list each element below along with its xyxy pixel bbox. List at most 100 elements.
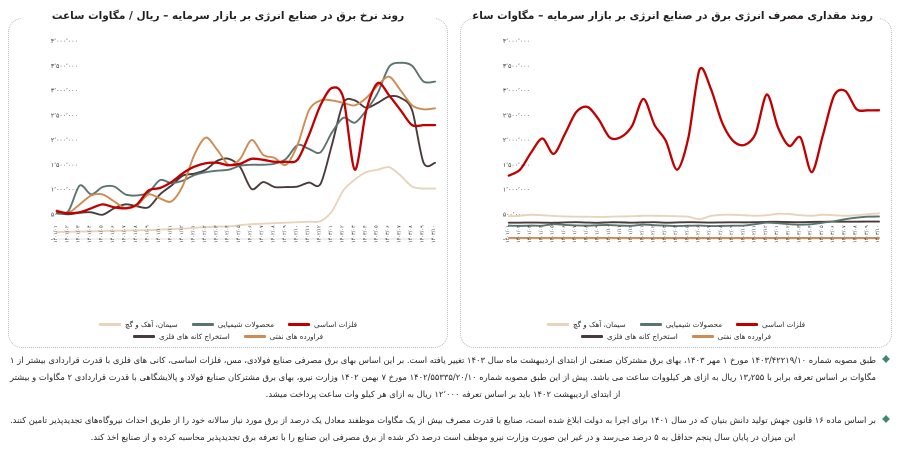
x-axis-tick: ۱۴۰۲/۱۱ <box>752 225 758 243</box>
x-axis-tick-label: ۱۴۰۱/۰۸ <box>583 225 589 243</box>
x-axis-tick: ۱۴۰۲/۰۸ <box>718 225 724 243</box>
legend-item[interactable]: فلزات اساسی <box>736 320 805 329</box>
x-axis-tick-label: ۱۴۰۱/۰۵ <box>99 225 105 243</box>
legend-row: فلزات اساسی محصولات شیمیایی سیمان، آهک و گ… <box>546 320 805 329</box>
x-axis-tick-label: ۱۴۰۲/۰۷ <box>707 225 713 243</box>
legend-swatch <box>546 323 569 326</box>
x-axis-tick: ۱۴۰۲/۰۸ <box>271 225 277 243</box>
x-axis-tick-label: ۱۴۰۱/۰۶ <box>561 225 567 243</box>
x-axis-tick: ۱۴۰۲/۰۳ <box>662 225 668 243</box>
x-axis-tick-label: ۱۴۰۳/۱۰ <box>431 225 437 243</box>
legend-swatch <box>736 323 758 326</box>
x-axis-tick: ۱۴۰۳/۰۸ <box>853 225 859 243</box>
legend-swatch <box>288 323 310 326</box>
x-axis-tick-label: ۱۴۰۳/۰۲ <box>785 225 791 243</box>
plot-svg-price: - ۵۰۰٬۰۰۰ ۱٬۰۰۰٬۰۰۰ ۱٬۵۰۰٬۰۰۰ ۲٬۰۰۰٬۰۰۰ ۲٬۵۰۰… <box>51 38 437 243</box>
x-axis-tick-label: ۱۴۰۱/۱۰ <box>606 225 612 243</box>
diamond-bullet-icon <box>882 415 890 423</box>
legend-item[interactable]: سیمان، آهک و گچ <box>546 320 626 329</box>
x-axis-tick: ۱۴۰۱/۰۵ <box>550 225 556 243</box>
chart-legend-price: فلزات اساسی محصولات شیمیایی سیمان، آهک و گ… <box>19 320 437 341</box>
x-axis-tick-label: ۱۴۰۱/۱۲ <box>628 225 634 243</box>
x-axis-tick: ۱۴۰۳/۰۵ <box>374 225 380 243</box>
x-axis-tick: ۱۴۰۲/۰۵ <box>236 225 242 243</box>
x-axis-tick-label: ۱۴۰۱/۰۳ <box>527 225 533 243</box>
x-axis-tick: ۱۴۰۳/۰۱ <box>774 225 780 243</box>
x-axis-tick: ۱۴۰۱/۰۱ <box>505 225 511 243</box>
y-axis-tick-label: ۲٬۵۰۰٬۰۰۰ <box>51 112 78 119</box>
x-axis-tick-label: ۱۴۰۲/۰۳ <box>662 225 668 243</box>
x-axis-tick-label: ۱۴۰۱/۰۸ <box>133 225 139 243</box>
x-axis-tick-label: ۱۴۰۲/۰۳ <box>213 225 219 243</box>
x-axis-tick-label: ۱۴۰۲/۰۷ <box>259 225 265 243</box>
chart-title-price: روند نرخ برق در صنایع انرژی بر بازار سرم… <box>21 9 435 23</box>
x-axis-tick-label: ۱۴۰۲/۱۱ <box>752 225 758 243</box>
x-axis-tick: ۱۴۰۳/۰۴ <box>362 225 368 243</box>
x-axis-tick: ۱۴۰۱/۰۵ <box>99 225 105 243</box>
plot-area-price: - ۵۰۰٬۰۰۰ ۱٬۰۰۰٬۰۰۰ ۱٬۵۰۰٬۰۰۰ ۲٬۰۰۰٬۰۰۰ ۲٬۵۰۰… <box>13 35 443 347</box>
x-axis-tick-label: ۱۴۰۳/۰۴ <box>808 225 814 243</box>
x-axis-tick: ۱۴۰۲/۰۴ <box>673 225 679 243</box>
x-axis-tick: ۱۴۰۱/۱۲ <box>628 225 634 243</box>
x-axis-tick-label: ۱۴۰۳/۰۱ <box>774 225 780 243</box>
x-axis-tick-label: ۱۴۰۲/۰۴ <box>673 225 679 243</box>
legend-item[interactable]: فراورده های نفتی <box>243 332 323 341</box>
x-axis-tick-label: ۱۴۰۲/۰۹ <box>729 225 735 243</box>
y-axis-tick-label: ۳٬۵۰۰٬۰۰۰ <box>51 63 78 70</box>
x-axis-tick-label: ۱۴۰۱/۰۹ <box>595 225 601 243</box>
x-axis-tick-label: ۱۴۰۳/۰۶ <box>385 225 391 243</box>
series-line <box>55 81 437 215</box>
x-axis-tick: ۱۴۰۱/۰۴ <box>538 225 544 243</box>
y-axis-tick-label: ۱٬۵۰۰٬۰۰۰ <box>503 162 530 169</box>
x-axis-tick: ۱۴۰۲/۰۳ <box>213 225 219 243</box>
x-axis-tick-label: ۱۴۰۱/۰۱ <box>505 225 511 243</box>
x-axis-tick-label: ۱۴۰۳/۰۶ <box>830 225 836 243</box>
legend-item[interactable]: استخراج کانه های فلزی <box>580 332 678 341</box>
legend-item[interactable]: سیمان، آهک و گچ <box>98 320 178 329</box>
legend-item[interactable]: فلزات اساسی <box>288 320 357 329</box>
y-axis-tick-label: ۳٬۰۰۰٬۰۰۰ <box>51 88 78 95</box>
x-axis-tick: ۱۴۰۳/۰۷ <box>841 225 847 243</box>
legend-item[interactable]: استخراج کانه های فلزی <box>132 332 230 341</box>
legend-item[interactable]: محصولات شیمیایی <box>639 320 722 329</box>
x-axis-tick: ۱۴۰۱/۰۸ <box>133 225 139 243</box>
note-bullet: طبق مصوبه شماره ۱۴۰۳/۴۲۲۱۹/۱۰ مورخ ۱ مهر… <box>10 352 890 403</box>
legend-label: استخراج کانه های فلزی <box>606 332 678 341</box>
x-axis-tick-label: ۱۴۰۱/۰۴ <box>87 225 93 243</box>
legend-row: فراورده های نفتی استخراج کانه های فلزی <box>580 332 771 341</box>
x-axis-tick: ۱۴۰۳/۰۳ <box>351 225 357 243</box>
x-axis-tick-label: ۱۴۰۲/۰۲ <box>202 225 208 243</box>
chart-panel-consumption: روند مقداری مصرف انرژی برق در صنایع انرژ… <box>460 9 892 348</box>
x-axis-tick-label: ۱۴۰۲/۰۱ <box>639 225 645 243</box>
x-axis-tick: ۱۴۰۲/۰۱ <box>190 225 196 243</box>
legend-item[interactable]: فراورده های نفتی <box>691 332 771 341</box>
x-axis-tick: ۱۴۰۲/۰۶ <box>248 225 254 243</box>
legend-label: فلزات اساسی <box>314 320 358 329</box>
x-axis-tick: ۱۴۰۲/۰۶ <box>696 225 702 243</box>
y-axis-tick-label: ۲٬۰۰۰٬۰۰۰ <box>51 137 78 144</box>
x-axis-tick-label: ۱۴۰۱/۰۷ <box>572 225 578 243</box>
note-text-2: بر اساس ماده ۱۶ قانون جهش تولید دانش بنی… <box>10 415 876 442</box>
x-axis-tick-label: ۱۴۰۲/۰۹ <box>282 225 288 243</box>
x-axis-tick-label: ۱۴۰۳/۰۵ <box>819 225 825 243</box>
x-axis-tick: ۱۴۰۲/۰۲ <box>202 225 208 243</box>
x-axis-tick-label: ۱۴۰۱/۱۱ <box>167 225 173 243</box>
legend-item[interactable]: محصولات شیمیایی <box>191 320 274 329</box>
x-axis-tick: ۱۴۰۲/۰۵ <box>684 225 690 243</box>
legend-label: استخراج کانه های فلزی <box>158 332 230 341</box>
x-axis-tick-label: ۱۴۰۳/۱۰ <box>875 225 881 243</box>
legend-swatch <box>132 335 155 338</box>
legend-swatch <box>691 335 714 338</box>
chart-title-consumption: روند مقداری مصرف انرژی برق در صنایع انرژ… <box>473 9 879 23</box>
legend-label: محصولات شیمیایی <box>217 320 274 329</box>
x-axis-tick-label: ۱۴۰۳/۰۷ <box>841 225 847 243</box>
x-axis-tick: ۱۴۰۲/۰۴ <box>225 225 231 243</box>
x-axis-tick: ۱۴۰۲/۱۲ <box>763 225 769 243</box>
x-axis-tick-label: ۱۴۰۳/۰۹ <box>864 225 870 243</box>
x-axis-tick: ۱۴۰۱/۰۸ <box>583 225 589 243</box>
series-line <box>507 220 880 224</box>
plot-area-consumption: - ۵۰۰٬۰۰۰ ۱٬۰۰۰٬۰۰۰ ۱٬۵۰۰٬۰۰۰ ۲٬۰۰۰٬۰۰۰ ۲٬۵۰۰… <box>465 35 887 347</box>
x-axis-tick: ۱۴۰۳/۰۵ <box>819 225 825 243</box>
y-axis-tick-label: - <box>51 236 53 243</box>
x-axis-tick-label: ۱۴۰۲/۰۱ <box>190 225 196 243</box>
